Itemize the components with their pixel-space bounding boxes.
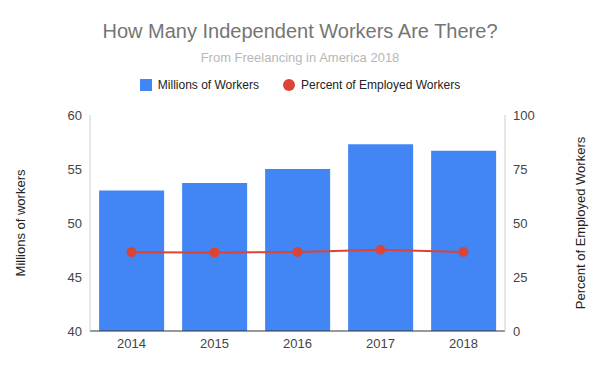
html-text:Millions of Workers: Millions of Workers [157, 78, 259, 92]
svg-text:60: 60 [68, 108, 82, 123]
svg-text:100: 100 [513, 108, 535, 123]
svg-text:50: 50 [513, 216, 527, 231]
svg-text:55: 55 [68, 162, 82, 177]
svg-text:2015: 2015 [200, 336, 229, 351]
svg-text:2018: 2018 [449, 336, 478, 351]
svg-text:45: 45 [68, 270, 82, 285]
svg-text:2016: 2016 [283, 336, 312, 351]
svg-text:0: 0 [513, 324, 520, 339]
svg-text:2017: 2017 [366, 336, 395, 351]
svg-text:40: 40 [68, 324, 82, 339]
svg-text:25: 25 [513, 270, 527, 285]
html-text:Percent of Employed Workers: Percent of Employed Workers [301, 78, 461, 92]
svg-text:Millions of workers: Millions of workers [13, 169, 28, 276]
svg-text:50: 50 [68, 216, 82, 231]
html-text:From Freelancing in America 20: From Freelancing in America 2018 [200, 50, 400, 65]
html-text:How Many Independent Workers A: How Many Independent Workers Are There? [102, 20, 498, 42]
svg-text:75: 75 [513, 162, 527, 177]
svg-text:Percent of Employed Workers: Percent of Employed Workers [573, 136, 588, 309]
svg-text:2014: 2014 [117, 336, 146, 351]
